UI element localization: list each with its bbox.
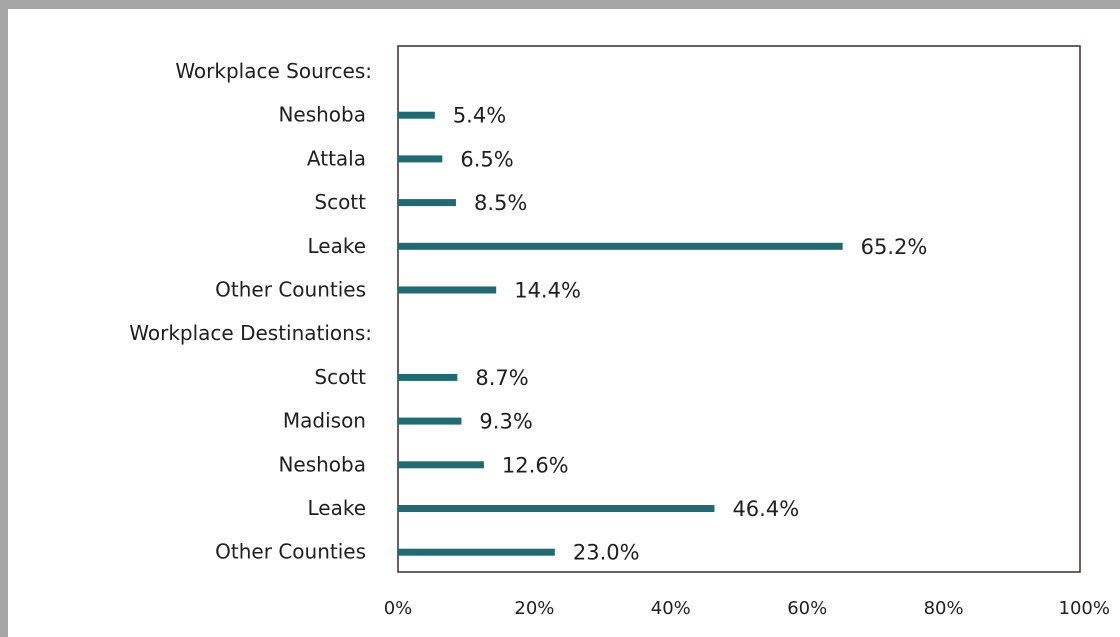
data-label: 14.4%: [514, 279, 581, 303]
data-label: 65.2%: [861, 235, 928, 259]
x-tick-label: 100%: [1059, 598, 1110, 619]
data-label: 9.3%: [479, 410, 532, 434]
x-tick-label: 60%: [787, 598, 827, 619]
bar: [398, 155, 443, 163]
category-label: Leake: [307, 496, 366, 520]
data-label: 5.4%: [453, 104, 506, 128]
data-label: 6.5%: [460, 147, 513, 171]
section-label: Workplace Sources:: [175, 59, 372, 83]
bar: [398, 548, 555, 556]
bar: [398, 286, 497, 294]
bar: [398, 199, 456, 207]
bar: [398, 417, 462, 425]
category-label: Madison: [283, 409, 366, 433]
bar: [398, 242, 843, 250]
category-label: Other Counties: [215, 540, 366, 564]
x-tick-label: 40%: [651, 598, 691, 619]
category-label: Neshoba: [278, 103, 366, 127]
category-label: Scott: [314, 365, 366, 389]
section-label: Workplace Destinations:: [129, 321, 372, 345]
category-label: Neshoba: [278, 452, 366, 476]
x-tick-label: 80%: [924, 598, 964, 619]
category-label: Attala: [307, 146, 366, 170]
data-label: 23.0%: [573, 541, 640, 565]
category-label: Leake: [307, 234, 366, 258]
x-tick-label: 20%: [514, 598, 554, 619]
data-label: 12.6%: [502, 453, 569, 477]
bar: [398, 505, 715, 512]
category-label: Scott: [314, 190, 366, 214]
category-label: Other Counties: [215, 278, 366, 302]
data-label: 8.7%: [475, 366, 528, 390]
data-label: 8.5%: [474, 191, 527, 215]
x-tick-label: 0%: [384, 598, 413, 619]
bar: [398, 373, 458, 381]
bar: [398, 461, 484, 469]
data-label: 46.4%: [732, 497, 799, 521]
bar: [398, 111, 435, 119]
plot-area: [397, 45, 1081, 573]
